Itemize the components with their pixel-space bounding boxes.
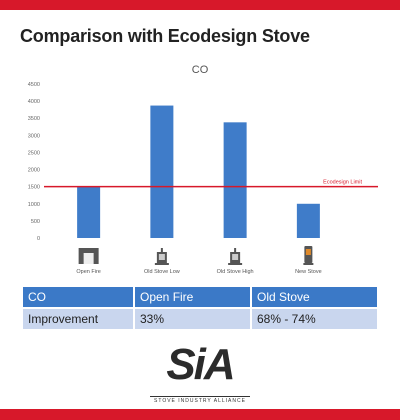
stove-icon <box>154 248 169 265</box>
logo-letters: SiA <box>166 340 235 389</box>
logo-tagline: STOVE INDUSTRY ALLIANCE <box>150 396 250 404</box>
y-tick-label: 2000 <box>28 168 40 174</box>
table-header-cell: CO <box>23 287 133 307</box>
bottom-accent-bar <box>0 409 400 420</box>
table-cell: 68% - 74% <box>252 309 377 329</box>
chart-canvas: 0 500 1000 1500 2000 2500 3000 3500 4000 4500 Ecod… <box>28 82 378 275</box>
bar-chart: 0 500 1000 1500 2000 2500 3000 3500 4000 4500 Ecod… <box>0 60 400 285</box>
ecodesign-limit-label: Ecodesign Limit <box>323 180 362 186</box>
y-tick-label: 4500 <box>28 82 40 88</box>
table-cell: 33% <box>135 309 250 329</box>
bar <box>150 105 174 238</box>
bar <box>296 203 320 238</box>
table-row: Improvement 33% 68% - 74% <box>23 309 377 329</box>
chart-title: CO <box>191 64 209 76</box>
y-tick-label: 3000 <box>28 133 40 139</box>
bar <box>77 186 101 238</box>
y-tick-label: 3500 <box>28 116 40 122</box>
table-header-row: CO Open Fire Old Stove <box>23 287 377 307</box>
y-tick-label: 500 <box>31 219 40 225</box>
table-cell: Improvement <box>23 309 133 329</box>
page-title: Comparison with Ecodesign Stove <box>20 26 310 46</box>
table-header-cell: Open Fire <box>135 287 250 307</box>
x-category-label: Old Stove Low <box>144 269 180 275</box>
y-tick-label: 1500 <box>28 185 40 191</box>
modern-stove-icon <box>303 246 314 265</box>
x-category-label: Open Fire <box>76 269 100 275</box>
comparison-table: CO Open Fire Old Stove Improvement 33% 6… <box>21 285 379 331</box>
x-category-label: Old Stove High <box>217 269 254 275</box>
table-header-cell: Old Stove <box>252 287 377 307</box>
y-tick-label: 4000 <box>28 99 40 105</box>
fireplace-icon <box>78 248 99 264</box>
y-tick-label: 0 <box>37 236 40 242</box>
y-tick-label: 2500 <box>28 150 40 156</box>
bar <box>223 122 247 238</box>
x-category-label: New Stove <box>295 269 322 275</box>
sia-logo: SiA STOVE INDUSTRY ALLIANCE <box>150 340 250 408</box>
y-tick-label: 1000 <box>28 202 40 208</box>
top-accent-bar <box>0 0 400 10</box>
stove-icon <box>228 248 243 265</box>
